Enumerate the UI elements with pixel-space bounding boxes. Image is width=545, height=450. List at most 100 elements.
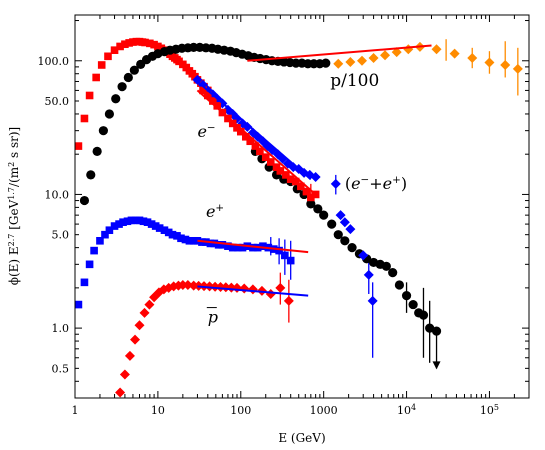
data-point	[251, 142, 260, 150]
data-point	[119, 369, 130, 380]
data-point	[340, 236, 350, 246]
data-point	[330, 178, 341, 189]
data-point	[203, 91, 212, 100]
data-point	[110, 46, 119, 54]
data-point	[74, 142, 83, 150]
data-point	[160, 226, 169, 235]
data-point	[101, 230, 109, 239]
data-point	[335, 210, 346, 221]
y-tick-label: 0.5	[52, 362, 70, 375]
data-point	[242, 132, 250, 141]
data-point	[381, 261, 391, 271]
data-point	[177, 280, 188, 291]
fit-line	[196, 89, 317, 196]
data-point	[141, 38, 149, 47]
data-point	[310, 172, 321, 183]
data-point	[246, 137, 255, 146]
data-point	[363, 269, 374, 280]
data-point	[249, 243, 257, 252]
data-point	[90, 246, 98, 255]
data-point	[124, 350, 135, 361]
data-point	[283, 295, 294, 306]
x-tick-label: 100	[230, 404, 251, 417]
data-point	[321, 58, 331, 68]
data-point	[151, 222, 160, 230]
fit-line	[197, 239, 309, 254]
data-point	[104, 109, 114, 119]
data-point	[333, 230, 343, 240]
data-point	[302, 187, 311, 196]
data-point	[85, 260, 94, 269]
data-point	[92, 73, 100, 82]
fit-line	[196, 80, 312, 180]
data-point	[199, 86, 207, 95]
axes: 1 10 100 1000 104 105 0.5 1.0 5.0 10.0 50.0 100.0	[38, 15, 530, 417]
y-tick-label: 1.0	[52, 322, 70, 335]
data-point	[104, 52, 112, 61]
data-point	[129, 65, 139, 75]
y-tick-label: 50.0	[45, 95, 70, 108]
data-point	[306, 199, 316, 209]
data-point	[307, 193, 315, 202]
data-point	[144, 299, 155, 310]
data-point	[242, 121, 253, 132]
data-point	[98, 126, 108, 136]
data-point	[367, 295, 378, 306]
data-point	[500, 59, 511, 70]
data-point	[265, 288, 276, 299]
data-point	[185, 236, 194, 245]
data-point	[239, 283, 250, 294]
data-point	[181, 235, 190, 244]
data-point	[286, 175, 295, 184]
data-point	[213, 102, 222, 110]
data-point	[97, 61, 106, 69]
data-point	[209, 97, 217, 105]
plot-frame	[74, 14, 530, 399]
data-point	[147, 220, 156, 228]
data-point	[96, 236, 104, 245]
data-point	[134, 320, 145, 331]
x-tick-label: 10	[151, 404, 165, 417]
annotations: p/100 e− (e−+e+) e+ p	[197, 71, 407, 327]
data-point	[236, 127, 245, 136]
data-point	[130, 334, 141, 345]
data-point	[116, 42, 124, 51]
data-point	[204, 281, 215, 292]
data-point	[85, 91, 94, 100]
y-tick-label: 10.0	[45, 188, 70, 201]
data-point	[123, 72, 133, 83]
data-point	[431, 326, 442, 336]
plot-area	[74, 37, 523, 398]
annotation-label: p	[208, 308, 218, 327]
data-point	[206, 239, 215, 248]
data-point	[173, 232, 181, 240]
data-point	[115, 387, 126, 398]
data-point	[345, 224, 356, 235]
data-point	[313, 204, 323, 214]
data-point	[146, 39, 154, 48]
data-point	[139, 217, 148, 226]
data-point	[356, 55, 367, 66]
data-point	[368, 52, 379, 63]
x-tick-label: 104	[397, 403, 416, 418]
data-point	[297, 182, 305, 191]
data-point	[467, 52, 478, 63]
data-point	[425, 323, 435, 333]
annotation-label: p/100	[330, 71, 379, 91]
data-point	[391, 47, 402, 58]
annotation-label: e−	[197, 122, 215, 141]
y-axis-label: ϕ(E) E2.7 [GeV1.7/(m2 s sr)]	[7, 127, 22, 285]
data-point	[80, 114, 89, 123]
annotation-label: (e−+e+)	[345, 174, 407, 193]
data-point	[80, 278, 89, 287]
data-point	[276, 167, 285, 175]
data-point	[139, 307, 150, 318]
data-point	[347, 243, 357, 253]
data-point	[259, 242, 267, 250]
data-point	[233, 124, 241, 132]
x-tick-label: 1000	[310, 404, 338, 417]
data-point	[327, 219, 337, 229]
x-tick-label: 105	[480, 403, 499, 418]
data-point	[266, 158, 275, 166]
data-point	[233, 243, 242, 252]
